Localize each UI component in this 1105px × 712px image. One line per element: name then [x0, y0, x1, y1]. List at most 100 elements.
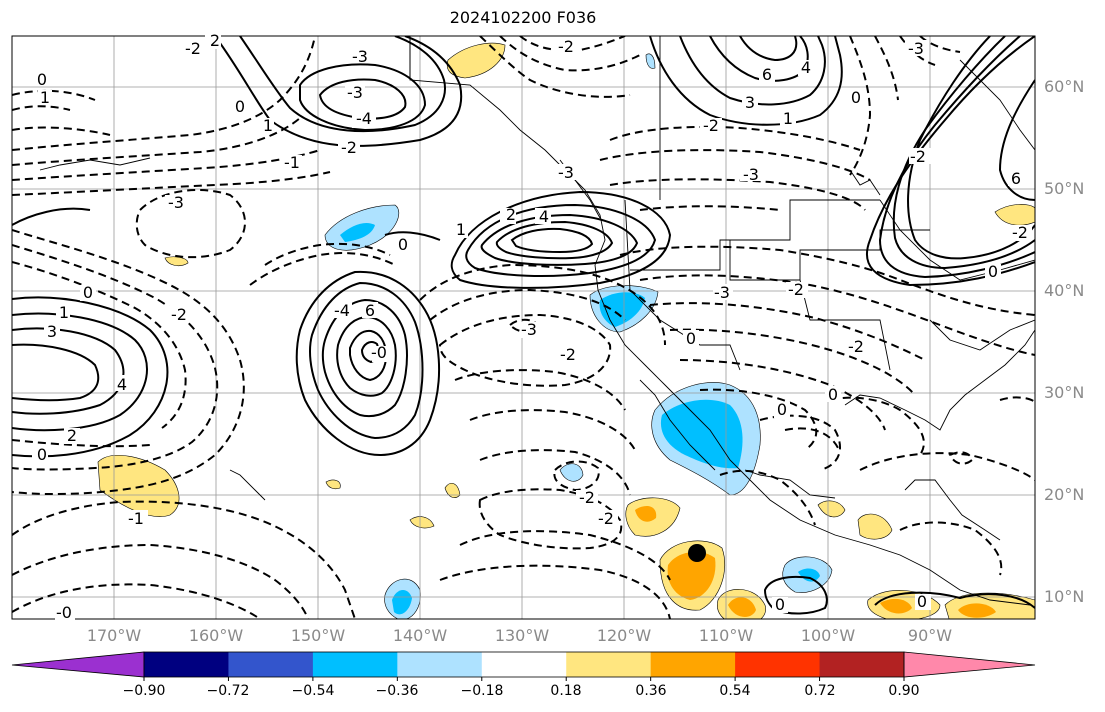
contour-label: -3 — [908, 39, 924, 58]
contour-label: 0 — [828, 385, 838, 404]
colorbar-tick-label: −0.90 — [122, 683, 166, 699]
colorbar-tick-label: −0.18 — [460, 683, 504, 699]
contour-label: 1 — [40, 88, 50, 107]
shade-region — [817, 500, 846, 518]
lon-label: 110°W — [698, 626, 754, 645]
contour-label: -2 — [1012, 223, 1028, 242]
colorbar-low-extension — [11, 651, 145, 678]
coastlines — [39, 36, 1035, 606]
shade-region — [857, 513, 893, 540]
contour-label: -0 — [371, 343, 387, 362]
contour-label: 0 — [235, 97, 245, 116]
contour-labels: 0 1 -2 -3 -4 -3 -2 -1 -2 2 -3 -3 0 1 2 4… — [32, 31, 1032, 622]
lat-label: 30°N — [1044, 383, 1085, 402]
contour-label: -2 — [788, 280, 804, 299]
colorbar-tick-label: 0.72 — [804, 683, 836, 699]
lon-label: 140°W — [392, 626, 448, 645]
lat-label: 50°N — [1044, 179, 1085, 198]
contour-label: -3 — [743, 165, 759, 184]
shade-region — [660, 399, 743, 469]
shade-region — [667, 551, 716, 600]
contour-label: -4 — [356, 109, 372, 128]
contour-label: -2 — [341, 138, 357, 157]
shade-region — [958, 603, 996, 618]
shade-region — [599, 292, 645, 327]
shaded-regions — [97, 42, 1035, 619]
contour-label: 0 — [777, 400, 787, 419]
contour-label: 0 — [775, 595, 785, 614]
lat-label: 60°N — [1044, 77, 1085, 96]
contour-label: 4 — [117, 375, 127, 394]
contour-label: -4 — [334, 301, 350, 320]
colorbar-tick-label: 0.54 — [719, 683, 751, 699]
contour-label: 0 — [37, 445, 47, 464]
contour-label: 1 — [59, 303, 69, 322]
map-frame — [11, 35, 1036, 620]
lon-label: 170°W — [86, 626, 142, 645]
colorbar-swatch — [481, 652, 567, 677]
colorbar-swatch — [566, 652, 652, 677]
shade-region — [798, 568, 820, 582]
contour-label: 1 — [783, 109, 793, 128]
contour-label: 0 — [851, 88, 861, 107]
colorbar-swatch — [144, 652, 229, 677]
contour-label: 2 — [506, 205, 516, 224]
colorbar-tick-label: −0.72 — [206, 683, 250, 699]
contour-label: -2 — [579, 488, 595, 507]
contour-label: 6 — [762, 65, 772, 84]
contour-label: -2 — [560, 345, 576, 364]
contour-label: 4 — [539, 207, 549, 226]
contour-label: 6 — [1011, 169, 1021, 188]
contour-label: -1 — [128, 509, 144, 528]
contour-label: 2 — [67, 426, 77, 445]
shade-region — [446, 42, 506, 79]
colorbar — [11, 651, 1036, 681]
contour-label: 0 — [37, 70, 47, 89]
shade-region — [559, 463, 584, 482]
colorbar-tick-label: −0.36 — [375, 683, 419, 699]
colorbar-tick-label: 0.36 — [635, 683, 667, 699]
lat-label: 40°N — [1044, 281, 1085, 300]
contour-label: -2 — [848, 337, 864, 356]
contour-label: 3 — [47, 322, 57, 341]
colorbar-swatch — [228, 652, 314, 677]
contour-label: 6 — [365, 301, 375, 320]
contour-label: 0 — [686, 329, 696, 348]
lon-label: 150°W — [290, 626, 346, 645]
contour-label: -3 — [352, 47, 368, 66]
colorbar-swatch — [735, 652, 821, 677]
lat-label: 10°N — [1044, 587, 1085, 606]
lon-label: 100°W — [800, 626, 856, 645]
lon-label: 160°W — [188, 626, 244, 645]
shade-region — [97, 455, 180, 517]
contour-label: 0 — [83, 283, 93, 302]
contour-label: -2 — [185, 39, 201, 58]
shade-region — [728, 597, 756, 617]
colorbar-high-extension — [903, 651, 1036, 678]
contour-label: -0 — [56, 603, 72, 622]
contour-label: 1 — [456, 220, 466, 239]
colorbar-swatch — [397, 652, 483, 677]
contour-label: -3 — [168, 193, 184, 212]
map-title: 2024102200 F036 — [449, 8, 597, 27]
shade-region — [164, 256, 189, 267]
contour-label: -2 — [171, 305, 187, 324]
contour-label: 0 — [988, 262, 998, 281]
solid-contours — [12, 36, 1035, 615]
shade-region — [444, 482, 461, 498]
shade-region — [409, 516, 435, 529]
contour-label: 3 — [745, 93, 755, 112]
contour-label: -3 — [347, 83, 363, 102]
colorbar-swatch — [312, 652, 398, 677]
contour-label: -2 — [910, 147, 926, 166]
colorbar-swatch — [650, 652, 736, 677]
shade-region — [994, 204, 1035, 226]
lon-label: 90°W — [907, 626, 953, 645]
contour-label: 4 — [801, 58, 811, 77]
shade-region — [325, 479, 341, 490]
contour-label: -3 — [521, 320, 537, 339]
colorbar-swatch — [819, 652, 905, 677]
shade-region — [392, 589, 412, 615]
dashed-contours — [12, 36, 1035, 619]
